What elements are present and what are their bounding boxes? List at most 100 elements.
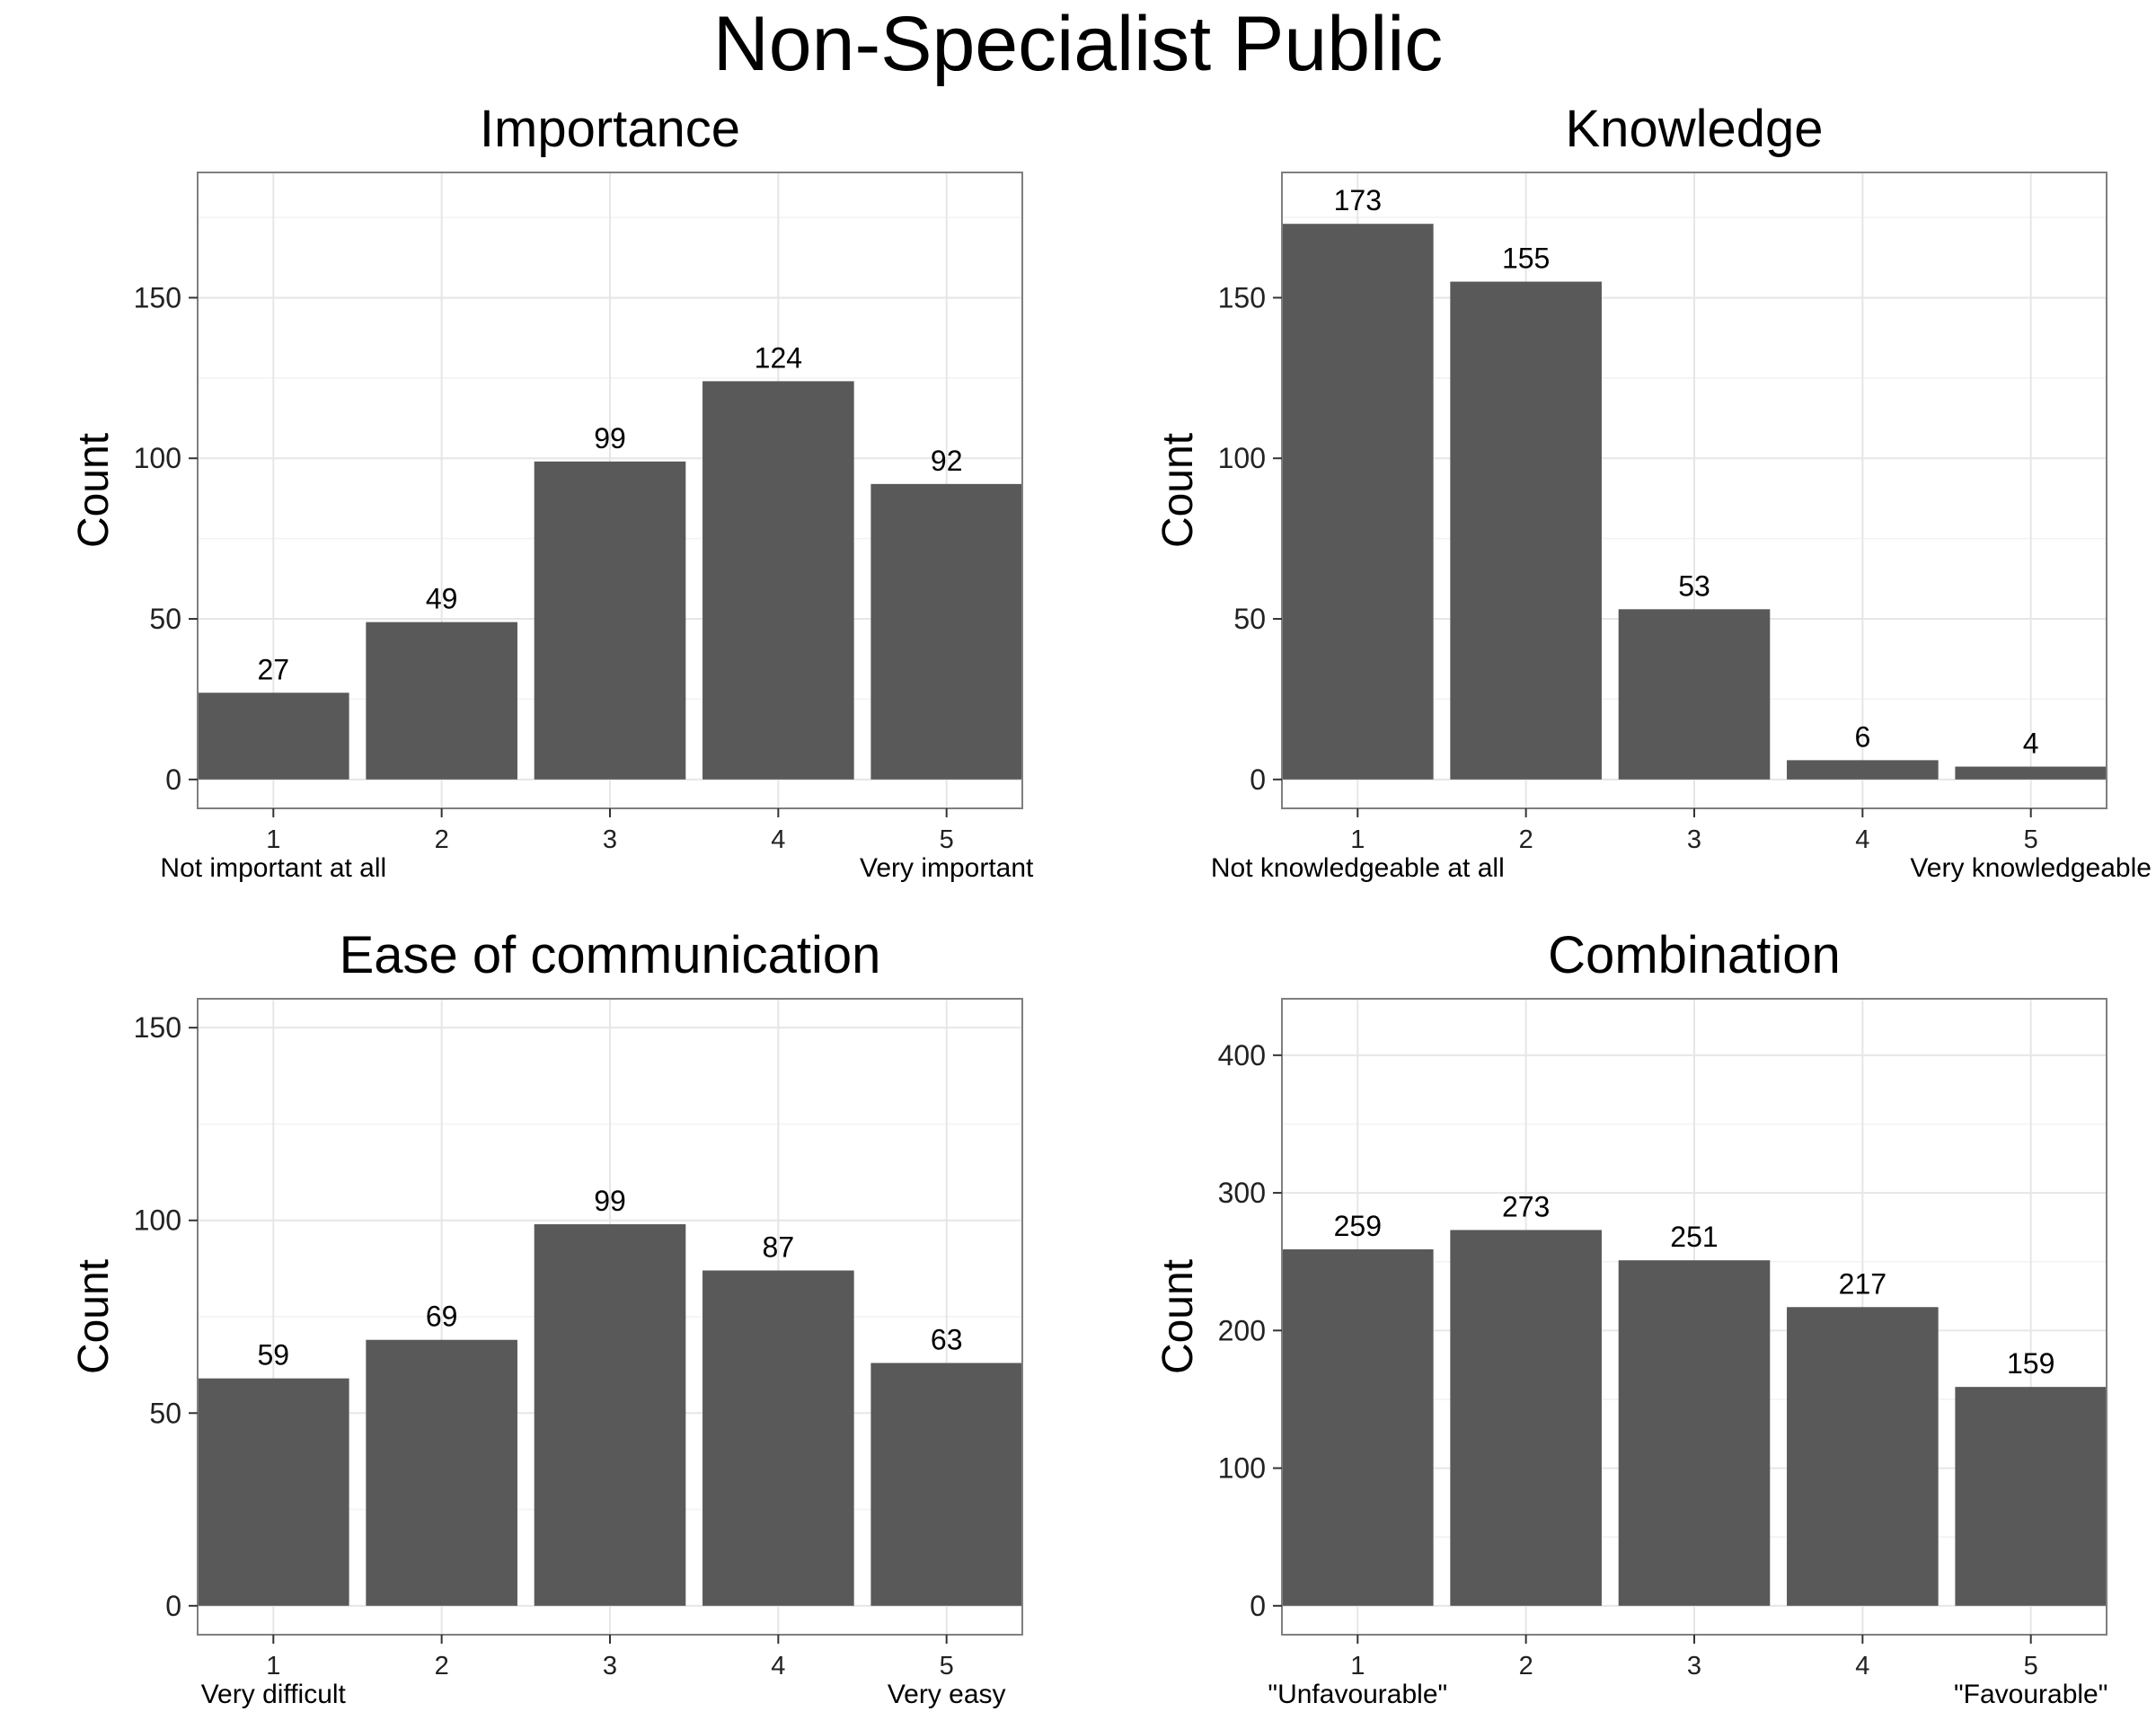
- panel-title: Knowledge: [1566, 100, 1824, 158]
- x-tick-label: 4: [771, 825, 785, 854]
- y-tick-label: 50: [149, 603, 181, 635]
- bar-value-label: 27: [258, 653, 290, 685]
- bar: [1450, 1230, 1602, 1606]
- x-tick-label: 3: [1687, 1652, 1701, 1680]
- x-tick-label: 1: [1350, 1652, 1365, 1680]
- y-axis-label: Count: [70, 1259, 118, 1374]
- x-tick-label: 3: [603, 825, 617, 854]
- scale-low-label: Very difficult: [201, 1680, 347, 1709]
- bar-value-label: 124: [755, 341, 802, 374]
- x-tick-label: 2: [435, 1652, 449, 1680]
- x-tick-label: 1: [1350, 825, 1365, 854]
- bar: [1787, 760, 1939, 780]
- bar: [1282, 1248, 1434, 1606]
- bar: [1787, 1307, 1939, 1606]
- bar-value-label: 159: [2007, 1347, 2054, 1380]
- y-tick-label: 150: [134, 1011, 181, 1044]
- bar-value-label: 155: [1502, 243, 1550, 275]
- bar: [702, 1270, 854, 1606]
- bar-value-label: 6: [1854, 720, 1870, 753]
- y-tick-label: 50: [149, 1397, 181, 1429]
- bar: [366, 622, 517, 780]
- x-tick-label: 3: [1687, 825, 1701, 854]
- bar-value-label: 273: [1502, 1190, 1550, 1222]
- scale-low-label: Not important at all: [160, 853, 386, 883]
- bar: [1282, 224, 1434, 780]
- bar: [870, 1363, 1022, 1606]
- bar: [870, 483, 1022, 780]
- y-tick-label: 0: [1250, 763, 1266, 796]
- panel-4: 259 273 251 217 159 0 100 200 300 400 1 2 3 4 5 "Unfavo…: [1154, 926, 2107, 1709]
- bar-value-label: 59: [258, 1339, 290, 1372]
- bar: [702, 381, 854, 780]
- bar-value-label: 87: [763, 1231, 795, 1264]
- bar-value-label: 99: [594, 422, 626, 454]
- scale-high-label: "Favourable": [1954, 1680, 2107, 1709]
- y-tick-label: 100: [1218, 1452, 1266, 1485]
- scale-high-label: Very important: [860, 853, 1034, 883]
- bar: [1955, 766, 2107, 780]
- y-axis-label: Count: [70, 433, 118, 548]
- y-tick-label: 100: [134, 442, 181, 474]
- x-tick-label: 2: [1519, 825, 1533, 854]
- x-tick-label: 3: [603, 1652, 617, 1680]
- scale-high-label: Very easy: [888, 1680, 1006, 1709]
- figure-title: Non-Specialist Public: [713, 1, 1444, 87]
- y-tick-label: 100: [134, 1204, 181, 1237]
- x-tick-label: 5: [2024, 1652, 2038, 1680]
- bar: [1955, 1387, 2107, 1606]
- x-tick-label: 5: [2024, 825, 2038, 854]
- y-tick-label: 0: [1250, 1590, 1266, 1622]
- x-tick-label: 2: [435, 825, 449, 854]
- x-tick-label: 1: [266, 1652, 280, 1680]
- bar-value-label: 217: [1839, 1267, 1886, 1300]
- bar: [1618, 609, 1771, 780]
- bar-value-label: 92: [931, 445, 963, 477]
- panel-title: Ease of communication: [340, 926, 881, 984]
- bar-value-label: 49: [426, 583, 458, 615]
- panel-title: Combination: [1548, 926, 1841, 984]
- x-tick-label: 5: [940, 825, 954, 854]
- bar-value-label: 53: [1678, 569, 1710, 602]
- panel-title: Importance: [480, 100, 740, 158]
- x-tick-label: 5: [940, 1652, 954, 1680]
- panel-2: 173 155 53 6 4 0 50 100 150 1 2 3 4 5 Not knowledgeabl…: [1154, 100, 2152, 883]
- y-tick-label: 300: [1218, 1177, 1266, 1209]
- bar-value-label: 63: [931, 1323, 963, 1355]
- bar-value-label: 173: [1334, 184, 1382, 216]
- bar-value-label: 69: [426, 1301, 458, 1333]
- y-axis-label: Count: [1154, 1259, 1202, 1374]
- x-tick-label: 4: [1855, 825, 1869, 854]
- x-tick-label: 4: [1855, 1652, 1869, 1680]
- y-tick-label: 200: [1218, 1314, 1266, 1346]
- y-tick-label: 400: [1218, 1039, 1266, 1072]
- bar: [534, 461, 686, 780]
- y-tick-label: 100: [1218, 442, 1266, 474]
- y-tick-label: 0: [165, 1590, 181, 1622]
- bar-value-label: 259: [1334, 1210, 1382, 1242]
- scale-high-label: Very knowledgeable: [1910, 853, 2152, 883]
- bar: [198, 692, 349, 780]
- y-axis-label: Count: [1154, 433, 1202, 548]
- bar: [1450, 281, 1602, 780]
- bar: [534, 1224, 686, 1606]
- x-tick-label: 1: [266, 825, 280, 854]
- bar: [198, 1378, 349, 1606]
- scale-low-label: Not knowledgeable at all: [1211, 853, 1505, 883]
- y-tick-label: 150: [1218, 281, 1266, 313]
- scale-low-label: "Unfavourable": [1268, 1680, 1447, 1709]
- bar-value-label: 4: [2023, 728, 2039, 760]
- panel-3: 59 69 99 87 63 0 50 100 150 1 2 3 4 5 Very difficult Ve…: [70, 926, 1023, 1709]
- y-tick-label: 50: [1233, 603, 1266, 635]
- x-tick-label: 4: [771, 1652, 785, 1680]
- bar-value-label: 251: [1670, 1221, 1718, 1253]
- y-tick-label: 0: [165, 763, 181, 796]
- bar: [1618, 1260, 1771, 1606]
- x-tick-label: 2: [1519, 1652, 1533, 1680]
- y-tick-label: 150: [134, 281, 181, 313]
- bar: [366, 1339, 517, 1606]
- panel-1: 27 49 99 124 92 0 50 100 150 1 2 3 4 5 Not important a…: [70, 100, 1034, 883]
